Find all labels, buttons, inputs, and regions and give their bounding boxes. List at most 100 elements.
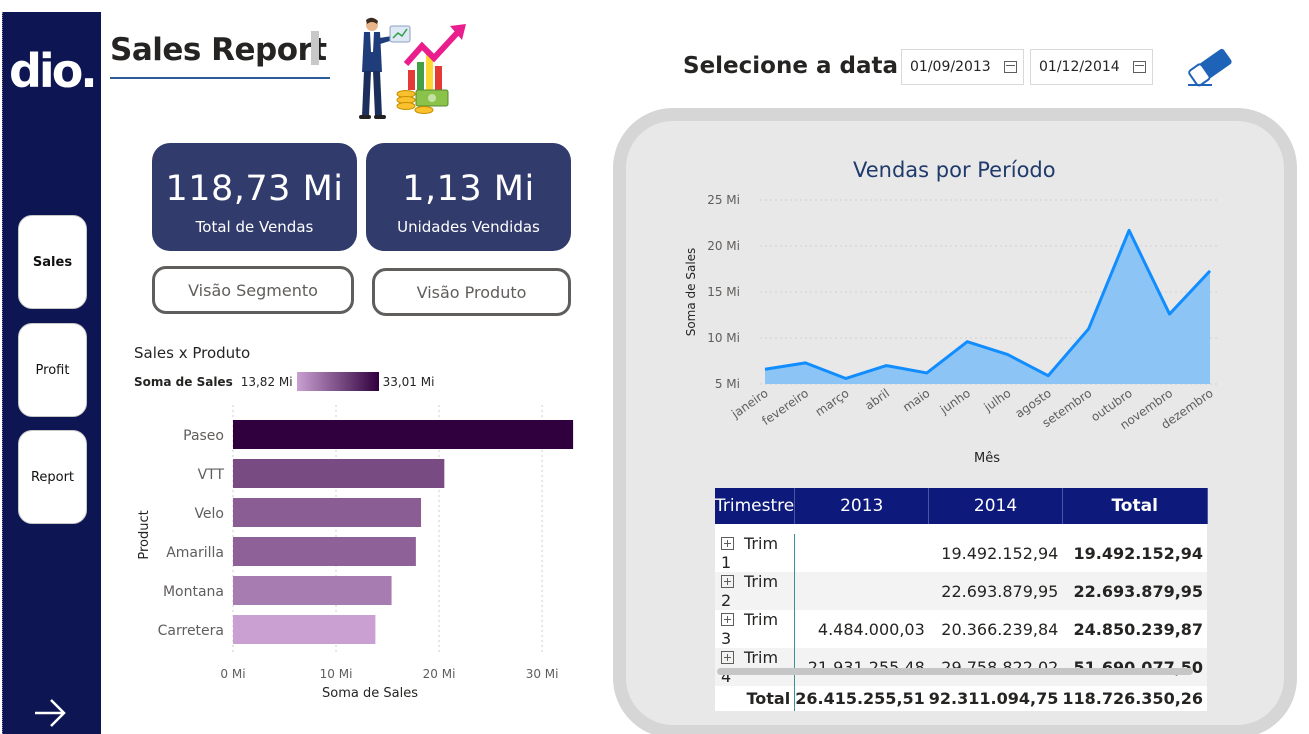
y-tick-label: 20 Mi [707, 239, 740, 253]
category-label: Amarilla [166, 545, 224, 561]
x-tick-label: 0 Mi [220, 667, 245, 681]
row-header: Trim 2 [715, 572, 796, 610]
segment-view-button[interactable]: Visão Segmento [152, 266, 354, 314]
x-axis-title: Mês [974, 451, 1000, 466]
bar-paseo [233, 420, 574, 449]
matrix-header-row: Trimestre 2013 2014 Total [715, 488, 1208, 524]
matrix-total-row: Total 26.415.255,51 92.311.094,75 118.72… [715, 686, 1208, 711]
title-underline [110, 77, 330, 79]
table-row: Trim 1 19.492.152,94 19.492.152,94 [715, 534, 1208, 572]
x-tick-label: abril [862, 386, 892, 413]
title-accent-bar [311, 31, 319, 65]
category-label: Velo [194, 506, 224, 522]
cell-2014: 22.693.879,95 [928, 572, 1063, 610]
kpi-units-sold-label: Unidades Vendidas [397, 218, 540, 236]
cell-total: 22.693.879,95 [1062, 572, 1208, 610]
kpi-total-sales-label: Total de Vendas [195, 218, 314, 236]
product-view-button[interactable]: Visão Produto [372, 268, 571, 316]
x-tick-label: 10 Mi [320, 667, 353, 681]
cell-total: 24.850.239,87 [1062, 610, 1208, 648]
line-chart-title: Vendas por Período [853, 158, 1056, 182]
arrow-right-icon[interactable] [33, 696, 67, 730]
sidebar: dio. Sales Profit Report [2, 12, 101, 734]
expand-icon[interactable] [721, 613, 734, 626]
total-2014: 92.311.094,75 [928, 686, 1063, 711]
y-tick-label: 5 Mi [715, 377, 740, 391]
start-date-input[interactable]: 01/09/2013 [901, 49, 1024, 85]
x-tick-label: maio [900, 386, 932, 415]
bar-amarilla [233, 537, 416, 566]
total-2013: 26.415.255,51 [794, 686, 929, 711]
legend-gradient [296, 372, 379, 391]
kpi-total-sales: 118,73 Mi Total de Vendas [152, 143, 357, 251]
y-axis-title: Product [137, 510, 152, 559]
cell-2013 [794, 534, 929, 572]
bar-montana [233, 576, 392, 605]
kpi-units-sold: 1,13 Mi Unidades Vendidas [366, 143, 571, 251]
cell-2013: 4.484.000,03 [794, 610, 929, 648]
y-axis-title: Soma de Sales [684, 248, 698, 337]
category-label: Carretera [158, 623, 224, 639]
y-tick-label: 25 Mi [707, 193, 740, 207]
bar-chart-title: Sales x Produto [134, 344, 251, 362]
nav-profit-button[interactable]: Profit [18, 323, 87, 417]
nav-sales-button[interactable]: Sales [18, 215, 87, 309]
cell-total: 51.690.077,50 [1062, 648, 1208, 686]
nav-report-button[interactable]: Report [18, 430, 87, 524]
x-tick-label: 20 Mi [423, 667, 456, 681]
y-tick-label: 10 Mi [707, 331, 740, 345]
table-row: Trim 3 4.484.000,03 20.366.239,84 24.850… [715, 610, 1208, 648]
calendar-icon[interactable] [1133, 61, 1146, 73]
category-label: Montana [163, 584, 224, 600]
x-tick-label: 30 Mi [526, 667, 559, 681]
row-header: Trim 1 [715, 534, 796, 572]
y-tick-label: 15 Mi [707, 285, 740, 299]
table-row: Trim 4 21.931.255,48 29.758.822,02 51.69… [715, 648, 1208, 686]
expand-icon[interactable] [721, 575, 734, 588]
total-row-label: Total [715, 686, 796, 711]
row-header: Trim 3 [715, 610, 796, 648]
sales-line [764, 228, 1212, 380]
cell-2013 [794, 572, 929, 610]
legend-label: Soma de Sales [134, 374, 233, 389]
cell-2013: 21.931.255,48 [794, 648, 929, 686]
horizontal-scrollbar[interactable] [717, 668, 1193, 675]
dio-logo: dio. [9, 44, 98, 98]
sales-by-product-bar-chart: 0 Mi 10 Mi 20 Mi 30 Mi Paseo VTT Velo Amarilla M… [137, 405, 574, 701]
date-filter-label: Selecione a data [683, 53, 898, 79]
businessman-growth-chart-icon [359, 17, 466, 119]
calendar-icon[interactable] [1004, 61, 1017, 73]
kpi-units-sold-value: 1,13 Mi [402, 169, 535, 209]
expand-icon[interactable] [721, 651, 734, 664]
area-fill [765, 230, 1210, 384]
start-date-value: 01/09/2013 [910, 59, 991, 75]
kpi-total-sales-value: 118,73 Mi [165, 169, 344, 209]
bar-vtt [233, 459, 445, 488]
eraser-icon[interactable] [1184, 44, 1238, 88]
end-date-input[interactable]: 01/12/2014 [1030, 49, 1153, 85]
end-date-value: 01/12/2014 [1039, 59, 1120, 75]
x-axis-title: Soma de Sales [322, 686, 418, 701]
category-label: Paseo [183, 428, 224, 444]
category-label: VTT [198, 467, 225, 483]
grand-total: 118.726.350,26 [1062, 686, 1208, 711]
bar-chart-legend: Soma de Sales 13,82 Mi 33,01 Mi [134, 372, 434, 391]
expand-icon[interactable] [721, 537, 734, 550]
bar-carretera [233, 615, 376, 644]
matrix-header-2013[interactable]: 2013 [794, 488, 930, 524]
bar-velo [233, 498, 422, 527]
cell-2014: 29.758.822,02 [928, 648, 1063, 686]
matrix-header-total[interactable]: Total [1062, 488, 1208, 524]
x-tick-label: março [813, 386, 852, 419]
page-title: Sales Report [110, 32, 327, 68]
table-row: Trim 2 22.693.879,95 22.693.879,95 [715, 572, 1208, 610]
matrix-header-quarter[interactable]: Trimestre [715, 488, 796, 524]
x-tick-label: julho [981, 386, 1014, 415]
cell-2014: 20.366.239,84 [928, 610, 1063, 648]
x-tick-label: junho [937, 386, 973, 417]
cell-2014: 19.492.152,94 [928, 534, 1063, 572]
quarter-matrix-table: Trimestre 2013 2014 Total Trim 1 19.492.… [715, 488, 1208, 711]
matrix-header-2014[interactable]: 2014 [928, 488, 1063, 524]
legend-max: 33,01 Mi [382, 374, 435, 389]
